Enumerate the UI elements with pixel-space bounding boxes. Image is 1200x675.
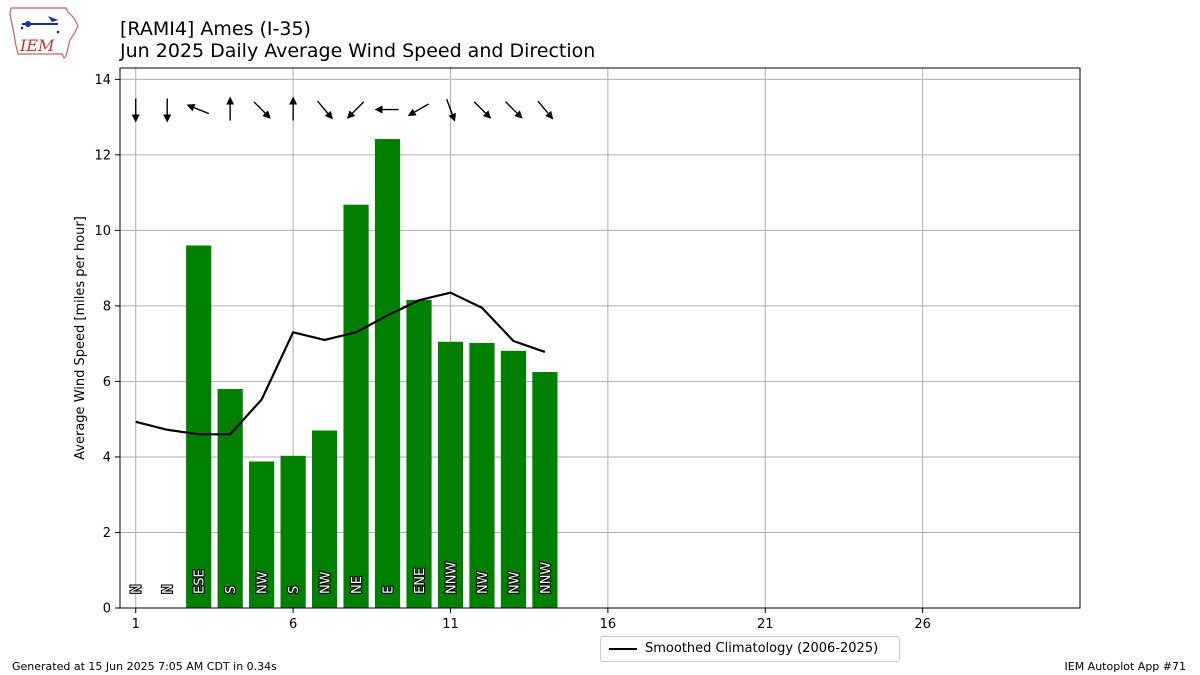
wind-direction-arrow [505, 101, 523, 119]
direction-label: NNW [539, 562, 554, 594]
plot-frame [119, 67, 1081, 609]
wind-speed-bar [249, 461, 275, 608]
wind-speed-bar [406, 299, 432, 608]
iowa-state-outline-icon [9, 7, 79, 60]
direction-label: NNW [444, 562, 459, 594]
wind-direction-arrow [446, 98, 456, 122]
direction-label: NW [476, 571, 491, 594]
bars [186, 138, 558, 609]
direction-label: N [130, 584, 145, 594]
wind-speed-bar [500, 350, 527, 608]
logo-text: IEM [19, 36, 55, 55]
x-tick-label: 11 [442, 617, 459, 632]
wind-direction-arrow [537, 100, 554, 120]
climatology-line-path [135, 291, 546, 436]
wind-speed-bar [437, 341, 464, 608]
x-tick-label: 6 [289, 617, 297, 632]
direction-arrows [131, 96, 554, 123]
wind-direction-arrow [186, 103, 210, 115]
y-tick-label: 6 [103, 375, 111, 390]
wind-direction-arrow [407, 103, 429, 117]
wind-speed-bar [280, 455, 306, 608]
y-tick-label: 0 [103, 602, 111, 617]
direction-label: ESE [193, 569, 208, 594]
chart-title: [RAMI4] Ames (I-35) [120, 18, 311, 40]
direction-label: NW [256, 571, 271, 594]
y-tick-label: 2 [103, 526, 111, 541]
wind-speed-bar [312, 430, 338, 608]
iem-logo: IEM [9, 7, 79, 60]
wind-speed-bar [532, 371, 558, 608]
legend-line-swatch [609, 648, 637, 650]
wind-direction-arrow [473, 101, 492, 119]
app-credit: IEM Autoplot App #71 [1064, 660, 1187, 673]
direction-label: NW [507, 571, 522, 594]
wind-speed-bar [186, 245, 212, 608]
direction-label: NE [350, 576, 365, 594]
x-tick-label: 16 [600, 617, 617, 632]
y-tick-label: 14 [94, 73, 111, 88]
climatology-line [135, 291, 546, 436]
wind-speed-bar [343, 204, 369, 609]
direction-labels: N N ESE S NW S NW NE E ENE NNW NW NW NNW [129, 560, 555, 595]
x-tick-label: 26 [914, 617, 931, 632]
wind-direction-arrow [253, 101, 271, 119]
legend-climatology-label: Smoothed Climatology (2006-2025) [645, 641, 879, 656]
direction-label: NW [319, 571, 334, 594]
wind-speed-bar [469, 342, 495, 608]
wind-direction-arrow [316, 100, 333, 120]
direction-label: S [287, 586, 302, 594]
generated-timestamp: Generated at 15 Jun 2025 7:05 AM CDT in … [12, 660, 277, 673]
wind-speed-bar [217, 388, 243, 608]
direction-label: E [382, 586, 397, 594]
legend: Smoothed Climatology (2006-2025) [600, 636, 900, 662]
direction-label: N [161, 584, 176, 594]
direction-label: S [224, 586, 239, 594]
y-axis-label: Average Wind Speed [miles per hour] [73, 216, 88, 460]
y-tick-label: 8 [103, 299, 111, 314]
y-tick-label: 4 [103, 450, 111, 465]
chart-subtitle: Jun 2025 Daily Average Wind Speed and Di… [120, 40, 596, 62]
wind-direction-arrow [346, 101, 365, 119]
wind-speed-bar [374, 138, 401, 608]
y-tick-label: 12 [94, 148, 111, 163]
x-tick-label: 21 [757, 617, 774, 632]
x-tick-label: 1 [132, 617, 140, 632]
direction-label: ENE [413, 568, 428, 594]
y-tick-label: 10 [94, 224, 111, 239]
